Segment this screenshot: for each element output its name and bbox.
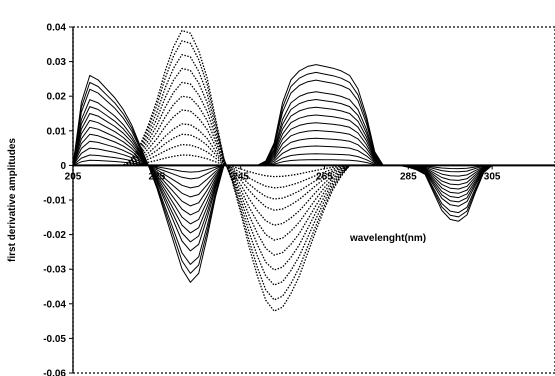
plot-border <box>72 26 555 374</box>
series-line-dotted-10 <box>73 143 555 189</box>
series-line-solid-9 <box>72 130 555 207</box>
y-tick-label: -0.02 <box>43 230 66 241</box>
series-line-solid-3 <box>72 79 555 265</box>
x-tick-label: 225 <box>148 171 165 182</box>
y-tick-label: 0.01 <box>47 126 67 137</box>
y-tick-label: -0.01 <box>43 196 66 207</box>
series-line-solid-12 <box>72 153 555 180</box>
series-line-dotted-8 <box>73 123 555 211</box>
x-axis-label: wavelenght(nm) <box>349 233 426 244</box>
series-line-solid-10 <box>72 137 555 198</box>
series-line-dotted-1 <box>73 29 555 312</box>
y-tick-label: 0.02 <box>47 92 67 103</box>
series-line-dotted-9 <box>73 133 555 200</box>
y-tick-label: -0.03 <box>43 265 66 276</box>
axes-layer: 0.04 0.03 0.02 0.01 0 -0.01 -0.02 -0.03 -0.04 -0.… <box>43 23 555 376</box>
y-tick-label: -0.06 <box>43 369 66 376</box>
x-tick-label: 305 <box>484 171 501 182</box>
y-tick-label: -0.04 <box>43 299 66 310</box>
y-axis-label: first derivative amplitudes <box>7 138 18 262</box>
series-line-solid-6 <box>72 106 555 234</box>
x-tick-label: 285 <box>400 171 417 182</box>
y-tick-label: 0.04 <box>47 23 67 34</box>
series-line-dotted-2 <box>73 40 555 301</box>
x-tick-label: 265 <box>316 171 333 182</box>
y-tick-label: -0.05 <box>43 334 66 345</box>
x-tick-label: 205 <box>65 171 82 182</box>
series-line-solid-11 <box>72 145 555 189</box>
series-line-dotted-6 <box>73 95 555 241</box>
series-line-solid-8 <box>72 122 555 216</box>
series-line-solid-7 <box>72 114 555 225</box>
y-tick-label: 0 <box>60 161 66 172</box>
x-tick-label: 245 <box>232 171 249 182</box>
y-tick-label: 0.03 <box>47 57 67 68</box>
